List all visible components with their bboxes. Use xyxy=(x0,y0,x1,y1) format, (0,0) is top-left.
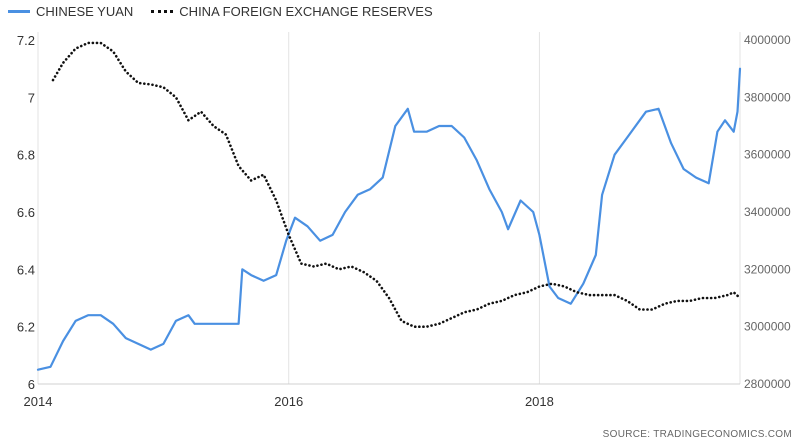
y-right-tick-label: 3000000 xyxy=(744,320,791,334)
legend-label-reserves: CHINA FOREIGN EXCHANGE RESERVES xyxy=(179,4,433,19)
legend-item-chinese-yuan[interactable]: CHINESE YUAN xyxy=(8,4,133,19)
y-right-tick-label: 3200000 xyxy=(744,262,791,276)
y-left-tick-label: 6.6 xyxy=(17,205,35,220)
legend-swatch-yuan xyxy=(8,10,30,13)
source-credit: SOURCE: TRADINGECONOMICS.COM xyxy=(602,429,792,440)
legend-swatch-reserves xyxy=(151,10,174,13)
y-left-tick-label: 6.8 xyxy=(17,148,35,163)
x-tick-label: 2014 xyxy=(24,394,53,409)
y-left-tick-label: 6.4 xyxy=(17,262,35,277)
y-right-tick-label: 4000000 xyxy=(744,33,791,47)
x-tick-label: 2018 xyxy=(525,394,554,409)
y-right-tick-label: 2800000 xyxy=(744,377,791,391)
y-right-tick-label: 3400000 xyxy=(744,205,791,219)
y-right-tick-label: 3600000 xyxy=(744,148,791,162)
legend-label-yuan: CHINESE YUAN xyxy=(36,4,134,19)
y-right-tick-label: 3800000 xyxy=(744,90,791,104)
series-line-chinese-yuan xyxy=(36,67,742,371)
y-left-tick-label: 7.2 xyxy=(17,33,35,48)
x-tick-label: 2016 xyxy=(274,394,303,409)
y-left-tick-label: 6 xyxy=(28,377,35,392)
y-left-tick-label: 6.2 xyxy=(17,320,35,335)
y-left-tick-label: 7 xyxy=(28,90,35,105)
legend-item-fx-reserves[interactable]: CHINA FOREIGN EXCHANGE RESERVES xyxy=(151,4,433,19)
series-line-fx-reserves xyxy=(51,41,742,328)
legend: CHINESE YUAN CHINA FOREIGN EXCHANGE RESE… xyxy=(8,4,451,19)
